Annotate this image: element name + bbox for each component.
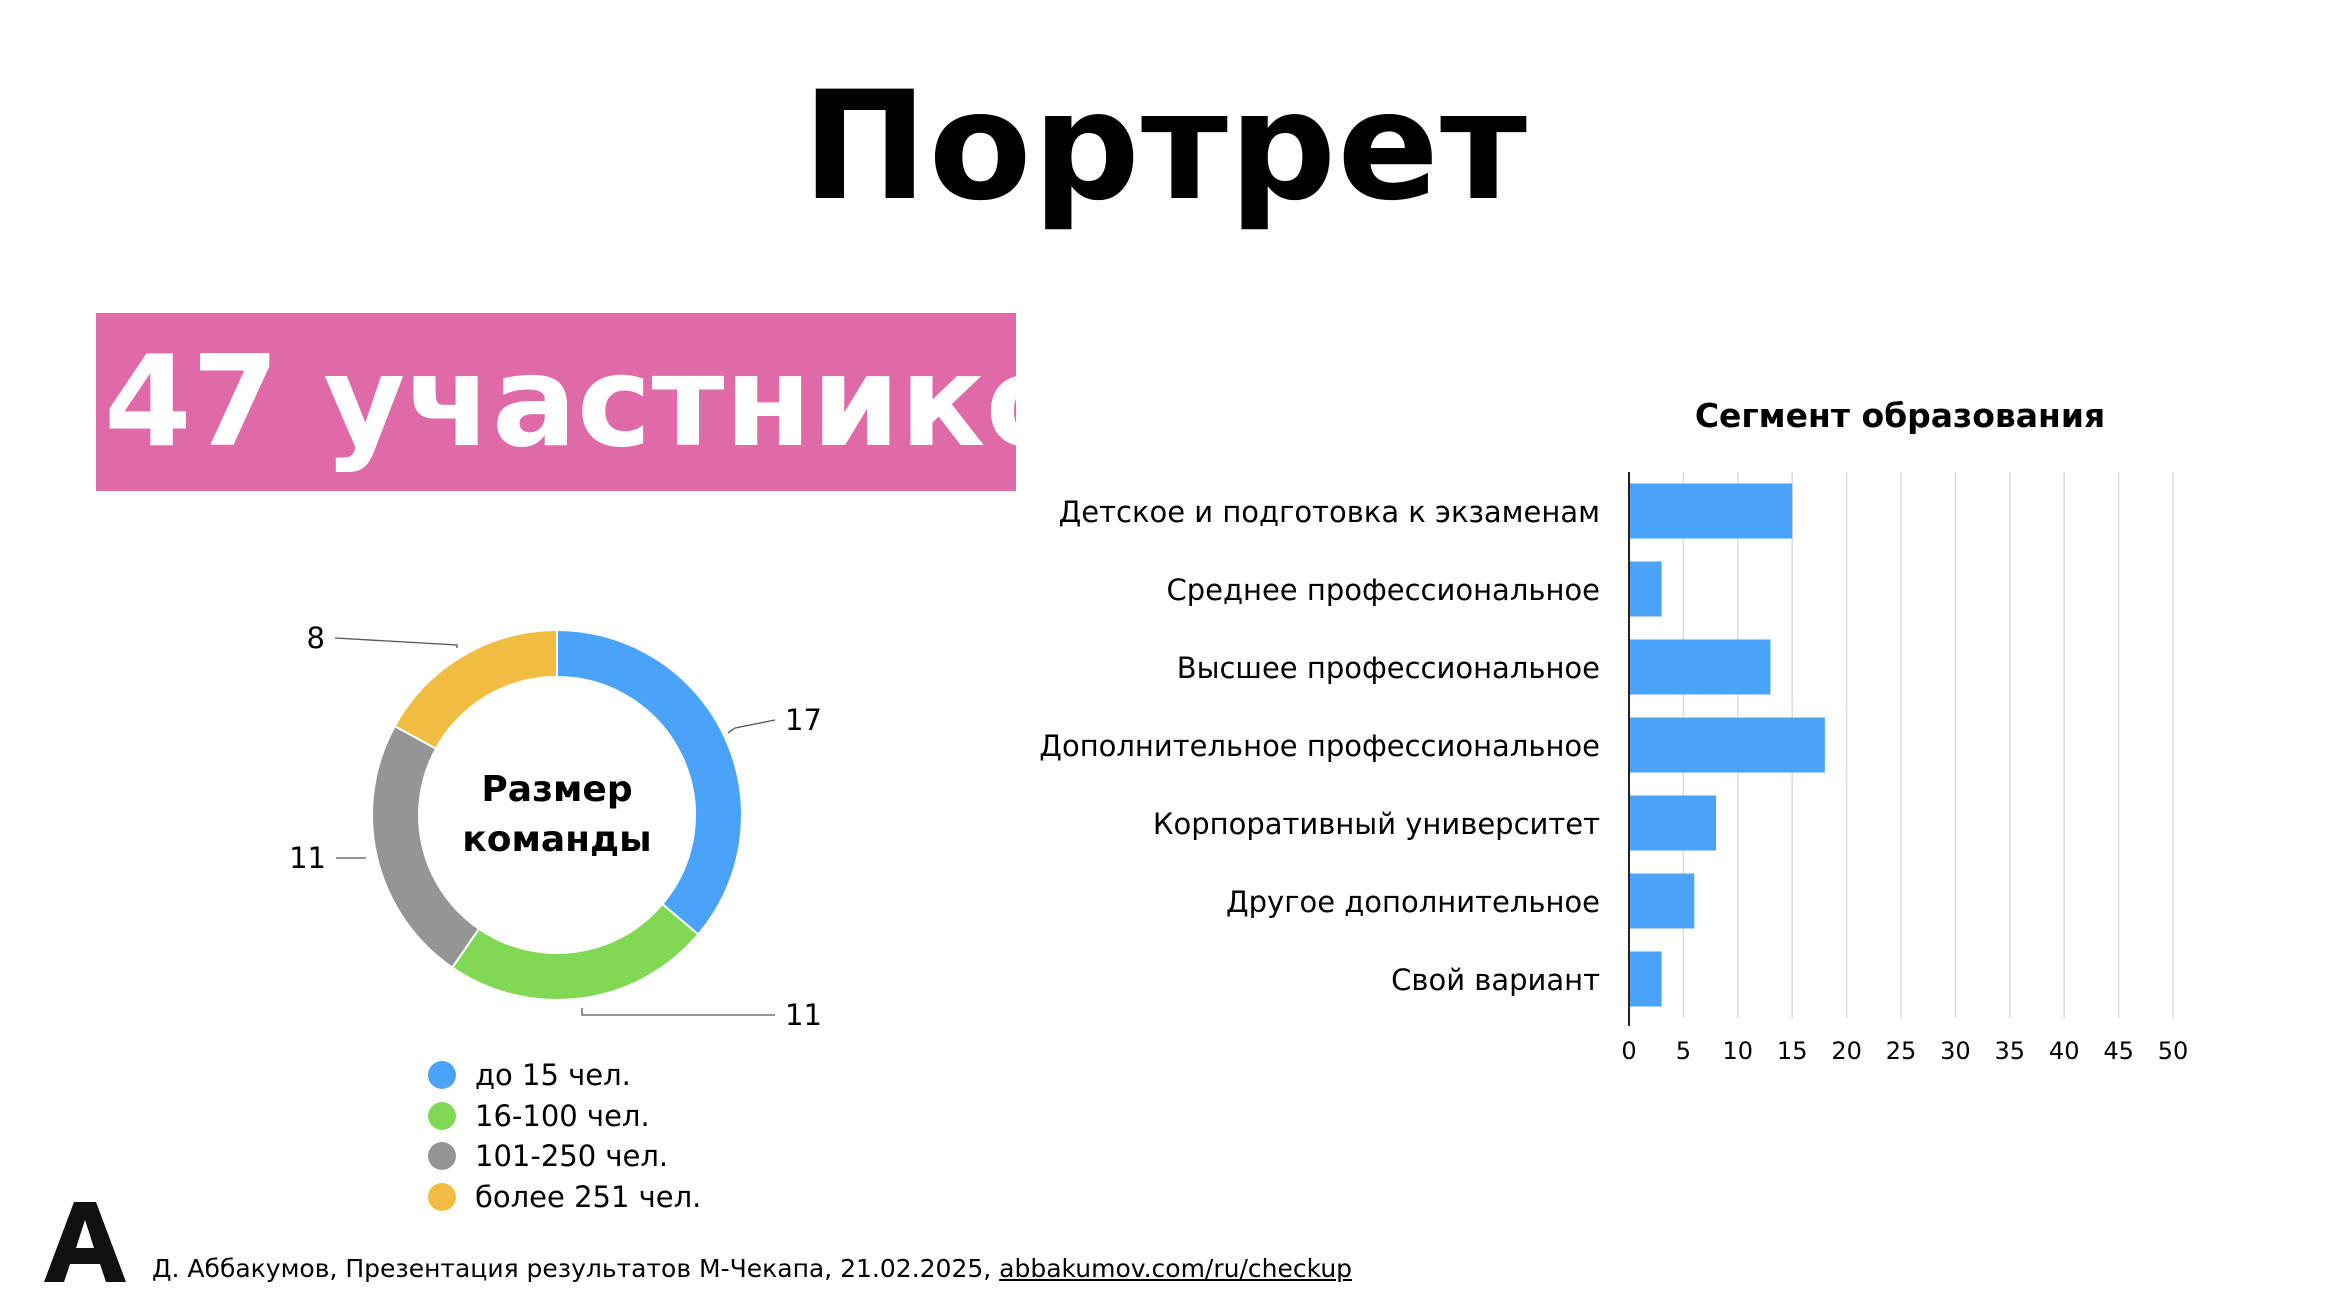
bar <box>1629 717 1825 773</box>
category-label: Свой вариант <box>1391 963 1600 997</box>
bar <box>1629 951 1662 1007</box>
x-tick-label: 5 <box>1676 1037 1691 1065</box>
legend-item: 16-100 чел. <box>428 1096 701 1137</box>
footer-link[interactable]: abbakumov.com/ru/checkup <box>999 1254 1353 1283</box>
donut-slice <box>393 628 558 751</box>
legend-swatch <box>428 1101 456 1130</box>
category-label: Высшее профессиональное <box>1177 651 1600 685</box>
category-label: Среднее профессиональное <box>1166 573 1600 607</box>
bar <box>1629 795 1717 851</box>
x-tick-label: 25 <box>1886 1037 1917 1065</box>
donut-slice <box>556 628 743 936</box>
logo-icon <box>44 1202 126 1282</box>
x-tick-label: 15 <box>1777 1037 1808 1065</box>
x-tick-label: 0 <box>1621 1037 1636 1065</box>
page-title: Портрет <box>802 60 1528 234</box>
donut-leader-line <box>727 719 776 734</box>
donut-leader-line <box>334 637 458 648</box>
x-tick-label: 30 <box>1940 1037 1971 1065</box>
donut-value-label: 17 <box>785 703 822 737</box>
team-size-donut-chart: 17 11 11 8 Размер команды <box>289 621 822 1032</box>
bar <box>1629 483 1793 539</box>
category-label: Дополнительное профессиональное <box>1039 729 1600 763</box>
bar <box>1629 639 1771 695</box>
legend-swatch <box>428 1061 456 1090</box>
bar <box>1629 873 1695 929</box>
x-tick-label: 10 <box>1723 1037 1754 1065</box>
legend-swatch <box>428 1182 456 1211</box>
category-label: Детское и подготовка к экзаменам <box>1059 495 1600 529</box>
legend-swatch <box>428 1142 456 1171</box>
x-tick-label: 50 <box>2158 1037 2189 1065</box>
bar <box>1629 561 1662 617</box>
donut-legend: до 15 чел. 16-100 чел. 101-250 чел. более 2… <box>428 1055 701 1217</box>
donut-leader-line <box>581 1008 775 1016</box>
x-tick-label: 35 <box>1995 1037 2026 1065</box>
footer: Д. Аббакумов, Презентация результатов М-… <box>152 1254 1352 1283</box>
donut-value-label: 8 <box>307 621 325 655</box>
x-tick-label: 40 <box>2049 1037 2080 1065</box>
legend-label: 16-100 чел. <box>475 1098 650 1133</box>
education-segment-bar-chart: Сегмент образования 0 5 10 15 20 25 30 35 40 45 50 Д… <box>1039 396 2188 1065</box>
donut-value-label: 11 <box>289 841 326 875</box>
category-label: Другое дополнительное <box>1226 885 1600 919</box>
donut-center-title: Размер <box>481 769 632 810</box>
participants-banner: 47 участников <box>96 313 1016 491</box>
x-tick-label: 45 <box>2103 1037 2134 1065</box>
legend-item: 101-250 чел. <box>428 1136 701 1177</box>
legend-item: более 251 чел. <box>428 1177 701 1218</box>
legend-item: до 15 чел. <box>428 1055 701 1096</box>
category-label: Корпоративный университет <box>1153 807 1600 841</box>
legend-label: до 15 чел. <box>475 1058 631 1093</box>
legend-label: 101-250 чел. <box>475 1139 669 1174</box>
donut-slice <box>450 902 700 1001</box>
footer-text: Д. Аббакумов, Презентация результатов М-… <box>152 1254 1000 1283</box>
donut-value-label: 11 <box>785 998 822 1032</box>
legend-label: более 251 чел. <box>475 1179 702 1214</box>
bar-chart-title: Сегмент образования <box>1695 396 2105 435</box>
donut-center-title: команды <box>462 819 651 860</box>
x-tick-label: 20 <box>1831 1037 1862 1065</box>
